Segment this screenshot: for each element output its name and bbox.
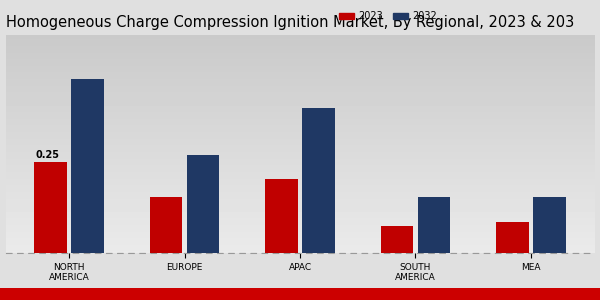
Bar bbox=[265, 179, 298, 253]
Legend: 2023, 2032: 2023, 2032 bbox=[335, 8, 441, 25]
Bar bbox=[71, 79, 104, 253]
Bar bbox=[34, 163, 67, 253]
Bar bbox=[187, 155, 219, 253]
Text: Homogeneous Charge Compression Ignition Market, By Regional, 2023 & 203: Homogeneous Charge Compression Ignition … bbox=[5, 15, 574, 30]
Bar bbox=[302, 108, 335, 253]
Bar bbox=[381, 226, 413, 253]
Bar bbox=[150, 197, 182, 253]
Bar bbox=[496, 222, 529, 253]
Bar bbox=[418, 197, 450, 253]
Bar bbox=[533, 197, 566, 253]
Text: 0.25: 0.25 bbox=[35, 150, 59, 160]
